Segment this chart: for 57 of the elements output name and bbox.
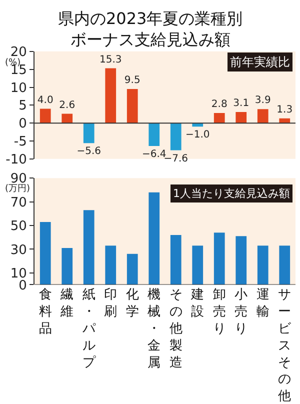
y-tick-label: 10 [10, 80, 27, 96]
annotation: 前年実績比 [230, 55, 290, 69]
x-tick-label: 運輸 [256, 288, 270, 320]
y-tick-label: 70 [10, 195, 27, 210]
data-label: 9.5 [124, 75, 140, 86]
x-tick-label: 紙・パルプ [81, 288, 96, 370]
bar [40, 222, 51, 285]
x-tick-label: 卸売り [212, 288, 226, 337]
data-label: 1.3 [276, 104, 293, 116]
data-label: −1.0 [185, 130, 210, 141]
bar [148, 192, 160, 285]
annotation: 1人当たり支給見込み額 [173, 187, 290, 200]
data-label: 15.3 [99, 54, 122, 66]
data-label: 2.8 [211, 99, 228, 110]
chart-title: 県内の2023年夏の業種別ボーナス支給見込み額 [58, 9, 243, 49]
x-tick-label: サービスその他 [278, 288, 292, 404]
y-tick-label: -10 [6, 152, 27, 168]
data-label: 2.6 [59, 100, 76, 111]
bar [257, 109, 268, 124]
y-tick-label: 50 [10, 219, 27, 234]
bar [105, 246, 116, 285]
bar [236, 236, 247, 285]
data-label: 3.9 [254, 95, 271, 106]
bar [40, 108, 51, 124]
bar [236, 112, 247, 124]
bar [105, 68, 116, 124]
x-tick-label: 建設 [190, 288, 204, 320]
x-tick-label: 化学 [126, 288, 139, 320]
x-tick-label: 小売り [234, 288, 248, 337]
bar [126, 254, 138, 285]
data-label: −7.6 [164, 153, 188, 164]
data-label: −6.4 [142, 149, 166, 160]
y-tick-label: 30 [10, 242, 27, 258]
bar [257, 246, 268, 285]
y-tick-label: 0 [18, 116, 27, 132]
x-tick-label: 繊維 [60, 288, 74, 320]
bar [62, 114, 73, 124]
y-tick-label: 5 [18, 98, 27, 114]
bar [83, 210, 94, 285]
x-tick-label: その他製造 [169, 288, 182, 370]
x-tick-label: 印刷 [104, 288, 118, 320]
bar [126, 89, 138, 124]
bar [192, 246, 204, 285]
x-tick-label: 機械・金属 [148, 288, 161, 370]
bar [62, 248, 73, 285]
bar [170, 123, 182, 150]
bar [214, 113, 225, 124]
bar [148, 123, 160, 146]
bar [83, 123, 94, 144]
data-label: 3.1 [233, 98, 250, 109]
bar [170, 234, 182, 285]
bar [214, 232, 225, 285]
y-tick-label: -5 [14, 134, 27, 150]
data-label: −5.6 [76, 146, 102, 158]
data-label: 4.0 [37, 94, 54, 106]
x-tick-label: 食料品 [38, 288, 52, 337]
bar [279, 246, 290, 285]
